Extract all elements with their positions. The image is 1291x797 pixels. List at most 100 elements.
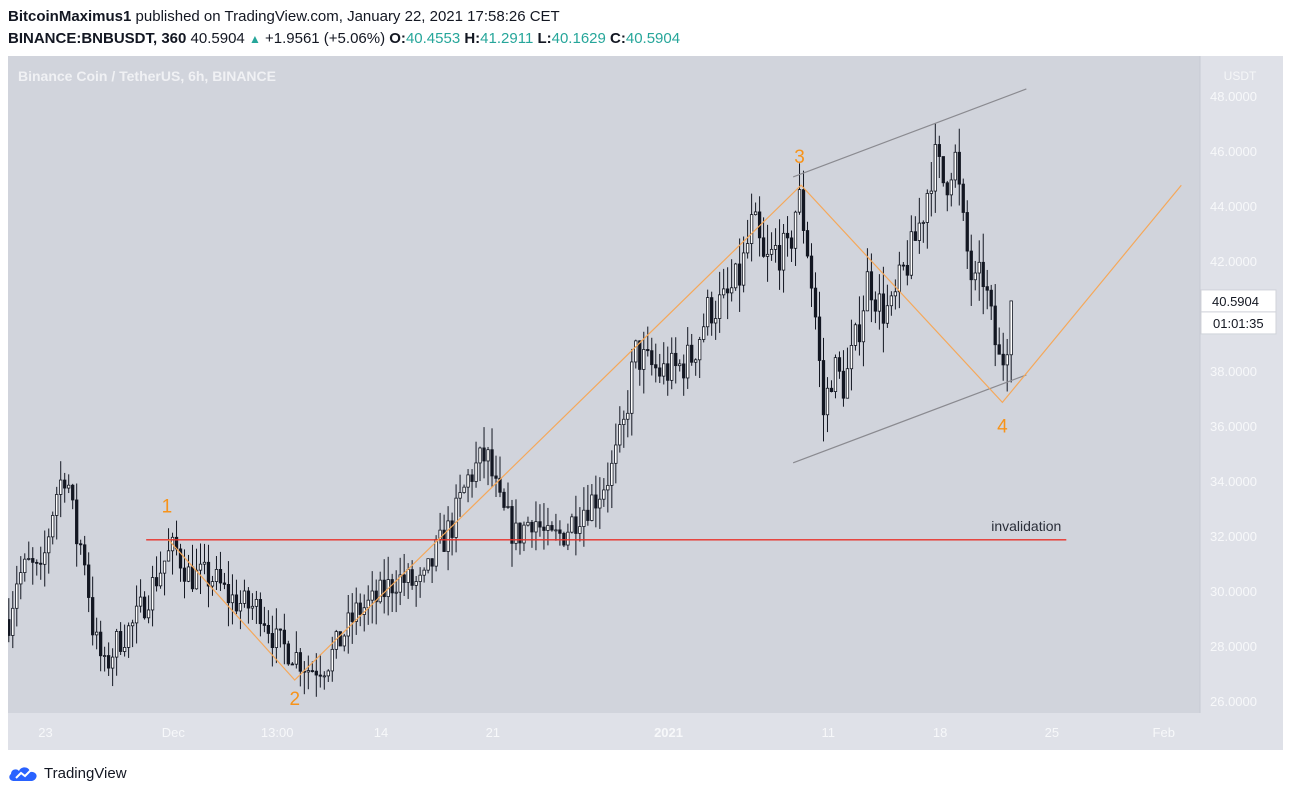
- candle-down: [266, 624, 271, 634]
- candle-down: [310, 670, 314, 672]
- candle-down: [226, 584, 231, 604]
- candle-up: [126, 625, 131, 648]
- candle-up: [598, 498, 602, 509]
- candle-down: [674, 352, 678, 367]
- up-arrow-icon: ▲: [248, 32, 261, 46]
- candle-down: [857, 324, 862, 343]
- candle-down: [817, 316, 822, 361]
- candle-down: [666, 363, 670, 381]
- candle-up: [566, 531, 570, 546]
- author-name[interactable]: BitcoinMaximus1: [8, 8, 132, 25]
- candle-up: [534, 521, 538, 533]
- candle-down: [654, 364, 658, 369]
- candle-up: [11, 607, 15, 636]
- low-label: L:: [537, 30, 552, 47]
- tradingview-logo[interactable]: TradingView: [8, 763, 127, 783]
- candle-up: [741, 252, 746, 286]
- wave-label-1: 1: [162, 496, 173, 517]
- candle-up: [114, 631, 119, 658]
- wave-label-3: 3: [794, 147, 805, 168]
- candle-down: [79, 543, 83, 546]
- candle-down: [338, 631, 342, 647]
- candle-up: [394, 591, 398, 594]
- candle-up: [138, 596, 143, 607]
- price-tick-label: 48.0000: [1210, 89, 1257, 104]
- drawings-layer: invalidation 1 2 3 4: [146, 88, 1182, 710]
- candle-down: [99, 631, 103, 657]
- candle-up: [250, 605, 255, 609]
- candle-up: [186, 566, 191, 582]
- currency-label: USDT: [1224, 69, 1257, 83]
- candle-down: [594, 494, 598, 509]
- countdown-tag: [1200, 311, 1277, 335]
- candle-up: [454, 497, 458, 538]
- candle-up: [322, 675, 326, 678]
- candle-up: [897, 264, 902, 293]
- candle-down: [83, 544, 87, 566]
- price-axis[interactable]: [1200, 56, 1283, 713]
- open-label: O:: [389, 30, 406, 47]
- candle-down: [502, 491, 506, 508]
- candle-up: [166, 550, 171, 562]
- time-axis-labels: 23 Dec 13:00 14 21 2021 11 18 25 Feb: [38, 725, 1175, 740]
- candle-up: [198, 563, 203, 571]
- candle-down: [430, 558, 434, 567]
- candle-up: [59, 479, 63, 495]
- candle-up: [749, 214, 754, 244]
- time-axis[interactable]: [8, 713, 1200, 750]
- candle-down: [690, 344, 694, 363]
- candle-down: [905, 264, 909, 276]
- candle-up: [158, 572, 163, 587]
- plot-background[interactable]: [8, 56, 1200, 713]
- candle-up: [398, 574, 402, 593]
- price-tick-label: 32.0000: [1210, 529, 1257, 544]
- candle-up: [19, 572, 23, 585]
- candle-down: [981, 261, 985, 288]
- candle-up: [146, 609, 151, 619]
- candle-up: [47, 536, 51, 554]
- candle-up: [773, 245, 778, 250]
- wave-label-4: 4: [997, 417, 1008, 438]
- candle-down: [985, 286, 989, 291]
- price-tick-label: 42.0000: [1210, 254, 1257, 269]
- candle-up: [27, 558, 31, 560]
- candle-up: [458, 492, 462, 499]
- brand-name: TradingView: [44, 764, 127, 782]
- chart-area[interactable]: invalidation 1 2 3 4 Binance Coin / TetherUS…: [7, 56, 1283, 750]
- time-tick-label: 25: [1045, 725, 1059, 740]
- candle-up: [670, 352, 674, 381]
- symbol-ohlc-line: BINANCE:BNBUSDT, 360 40.5904 ▲ +1.9561 (…: [8, 30, 680, 47]
- candle-down: [658, 367, 662, 377]
- candles-layer: [7, 123, 1013, 697]
- time-tick-label: Feb: [1153, 725, 1175, 740]
- chart-title: Binance Coin / TetherUS, 6h, BINANCE: [18, 68, 276, 84]
- candle-up: [514, 522, 518, 544]
- candle-up: [909, 231, 913, 276]
- candle-down: [118, 631, 123, 652]
- candle-up: [849, 345, 854, 370]
- candle-up: [853, 324, 858, 346]
- close-value: 40.5904: [625, 30, 681, 47]
- candle-down: [382, 579, 386, 598]
- candle-down: [63, 479, 67, 489]
- candle-down: [737, 263, 742, 286]
- candle-down: [410, 569, 414, 586]
- candle-up: [642, 349, 646, 370]
- candle-down: [961, 183, 965, 213]
- candle-down: [498, 477, 502, 493]
- candle-up: [606, 484, 610, 491]
- candle-up: [729, 287, 734, 294]
- candle-up: [15, 583, 19, 609]
- candle-down: [945, 182, 949, 196]
- candle-down: [35, 561, 39, 564]
- time-tick-label: 23: [38, 725, 52, 740]
- candle-down: [350, 612, 354, 622]
- candle-up: [1009, 300, 1013, 356]
- candle-up: [422, 569, 426, 576]
- candle-up: [414, 581, 418, 586]
- time-tick-label: 21: [486, 725, 500, 740]
- candle-up: [554, 529, 558, 532]
- candle-up: [326, 670, 330, 677]
- channel-line: [792, 88, 1027, 178]
